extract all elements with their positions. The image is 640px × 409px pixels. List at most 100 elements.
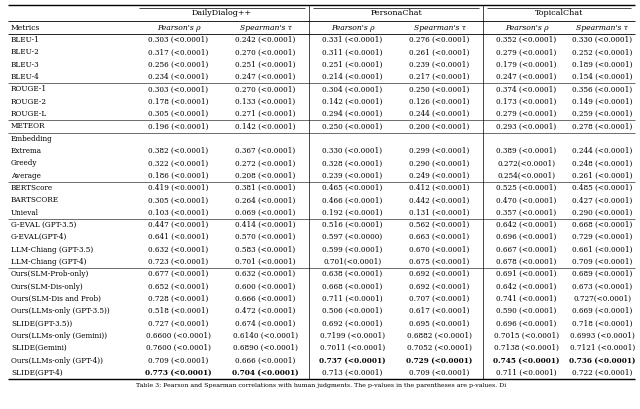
Text: 0.562 (<0.0001): 0.562 (<0.0001) bbox=[410, 221, 470, 229]
Text: 0.381 (<0.0001): 0.381 (<0.0001) bbox=[236, 184, 296, 192]
Text: Ours(SLM-Dis and Prob): Ours(SLM-Dis and Prob) bbox=[11, 295, 101, 303]
Text: 0.279 (<0.0001): 0.279 (<0.0001) bbox=[496, 110, 557, 118]
Text: 0.7138 (<0.0001): 0.7138 (<0.0001) bbox=[494, 344, 559, 352]
Text: BLEU-3: BLEU-3 bbox=[11, 61, 40, 69]
Text: 0.272 (<0.0001): 0.272 (<0.0001) bbox=[236, 160, 296, 167]
Text: 0.259 (<0.0001): 0.259 (<0.0001) bbox=[572, 110, 633, 118]
Text: ROUGE-L: ROUGE-L bbox=[11, 110, 47, 118]
Text: 0.427 (<0.0001): 0.427 (<0.0001) bbox=[572, 196, 633, 204]
Text: 0.773 (<0.0001): 0.773 (<0.0001) bbox=[145, 369, 212, 377]
Text: 0.525 (<0.0001): 0.525 (<0.0001) bbox=[496, 184, 557, 192]
Text: 0.590 (<0.0001): 0.590 (<0.0001) bbox=[496, 307, 557, 315]
Text: 0.506 (<0.0001): 0.506 (<0.0001) bbox=[323, 307, 383, 315]
Text: 0.382 (<0.0001): 0.382 (<0.0001) bbox=[148, 147, 209, 155]
Text: Average: Average bbox=[11, 172, 41, 180]
Text: 0.6993 (<0.0001): 0.6993 (<0.0001) bbox=[570, 332, 635, 340]
Text: 0.638 (<0.0001): 0.638 (<0.0001) bbox=[323, 270, 383, 278]
Text: 0.272(<0.0001): 0.272(<0.0001) bbox=[497, 160, 556, 167]
Text: 0.722 (<0.0001): 0.722 (<0.0001) bbox=[572, 369, 633, 377]
Text: 0.642 (<0.0001): 0.642 (<0.0001) bbox=[496, 221, 557, 229]
Text: 0.641 (<0.0001): 0.641 (<0.0001) bbox=[148, 233, 209, 241]
Text: 0.701(<0.0001): 0.701(<0.0001) bbox=[323, 258, 381, 266]
Text: 0.6882 (<0.0001): 0.6882 (<0.0001) bbox=[407, 332, 472, 340]
Text: 0.666 (<0.0001): 0.666 (<0.0001) bbox=[236, 357, 296, 364]
Text: 0.208 (<0.0001): 0.208 (<0.0001) bbox=[236, 172, 296, 180]
Text: 0.270 (<0.0001): 0.270 (<0.0001) bbox=[236, 49, 296, 56]
Text: 0.271 (<0.0001): 0.271 (<0.0001) bbox=[236, 110, 296, 118]
Text: 0.728 (<0.0001): 0.728 (<0.0001) bbox=[148, 295, 209, 303]
Text: 0.465 (<0.0001): 0.465 (<0.0001) bbox=[323, 184, 383, 192]
Text: 0.244 (<0.0001): 0.244 (<0.0001) bbox=[572, 147, 633, 155]
Text: 0.200 (<0.0001): 0.200 (<0.0001) bbox=[410, 122, 470, 130]
Text: 0.709 (<0.0001): 0.709 (<0.0001) bbox=[410, 369, 470, 377]
Text: 0.414 (<0.0001): 0.414 (<0.0001) bbox=[236, 221, 296, 229]
Text: 0.7015 (<0.0001): 0.7015 (<0.0001) bbox=[494, 332, 559, 340]
Text: 0.154 (<0.0001): 0.154 (<0.0001) bbox=[572, 73, 633, 81]
Text: Pearson's ρ: Pearson's ρ bbox=[157, 23, 200, 31]
Text: 0.727 (<0.0001): 0.727 (<0.0001) bbox=[148, 319, 209, 328]
Text: 0.692 (<0.0001): 0.692 (<0.0001) bbox=[410, 283, 470, 290]
Text: 0.290 (<0.0001): 0.290 (<0.0001) bbox=[410, 160, 470, 167]
Text: 0.667 (<0.0001): 0.667 (<0.0001) bbox=[496, 246, 557, 254]
Text: Table 3: Pearson and Spearman correlations with human judgments. The p-values in: Table 3: Pearson and Spearman correlatio… bbox=[136, 382, 507, 387]
Text: 0.711 (<0.0001): 0.711 (<0.0001) bbox=[496, 369, 557, 377]
Text: 0.178 (<0.0001): 0.178 (<0.0001) bbox=[148, 98, 209, 106]
Text: 0.632 (<0.0001): 0.632 (<0.0001) bbox=[236, 270, 296, 278]
Text: 0.617 (<0.0001): 0.617 (<0.0001) bbox=[409, 307, 470, 315]
Text: 0.669 (<0.0001): 0.669 (<0.0001) bbox=[572, 307, 633, 315]
Text: 0.242 (<0.0001): 0.242 (<0.0001) bbox=[236, 36, 296, 44]
Text: Ours(LLMs-only (GPT-3.5)): Ours(LLMs-only (GPT-3.5)) bbox=[11, 307, 109, 315]
Text: 0.367 (<0.0001): 0.367 (<0.0001) bbox=[236, 147, 296, 155]
Text: 0.485 (<0.0001): 0.485 (<0.0001) bbox=[572, 184, 633, 192]
Text: 0.142 (<0.0001): 0.142 (<0.0001) bbox=[236, 122, 296, 130]
Text: 0.599 (<0.0001): 0.599 (<0.0001) bbox=[323, 246, 383, 254]
Text: PersonaChat: PersonaChat bbox=[370, 9, 422, 17]
Text: G-EVAL (GPT-3.5): G-EVAL (GPT-3.5) bbox=[11, 221, 76, 229]
Text: 0.583 (<0.0001): 0.583 (<0.0001) bbox=[236, 246, 296, 254]
Text: 0.7199 (<0.0001): 0.7199 (<0.0001) bbox=[320, 332, 385, 340]
Text: 0.696 (<0.0001): 0.696 (<0.0001) bbox=[496, 319, 557, 328]
Text: BARTSCORE: BARTSCORE bbox=[11, 196, 59, 204]
Text: 0.299 (<0.0001): 0.299 (<0.0001) bbox=[410, 147, 470, 155]
Text: 0.389 (<0.0001): 0.389 (<0.0001) bbox=[497, 147, 557, 155]
Text: Spearman's τ: Spearman's τ bbox=[413, 23, 465, 31]
Text: 0.741 (<0.0001): 0.741 (<0.0001) bbox=[496, 295, 557, 303]
Text: 0.689 (<0.0001): 0.689 (<0.0001) bbox=[572, 270, 633, 278]
Text: 0.330 (<0.0001): 0.330 (<0.0001) bbox=[572, 36, 632, 44]
Text: Pearson's ρ: Pearson's ρ bbox=[331, 23, 374, 31]
Text: Greedy: Greedy bbox=[11, 160, 38, 167]
Text: 0.597 (<0.0000): 0.597 (<0.0000) bbox=[323, 233, 383, 241]
Text: 0.248 (<0.0001): 0.248 (<0.0001) bbox=[572, 160, 633, 167]
Text: 0.412 (<0.0001): 0.412 (<0.0001) bbox=[409, 184, 470, 192]
Text: 0.723 (<0.0001): 0.723 (<0.0001) bbox=[148, 258, 209, 266]
Text: 0.290 (<0.0001): 0.290 (<0.0001) bbox=[572, 209, 633, 217]
Text: 0.305 (<0.0001): 0.305 (<0.0001) bbox=[148, 196, 209, 204]
Text: 0.247 (<0.0001): 0.247 (<0.0001) bbox=[236, 73, 296, 81]
Text: 0.642 (<0.0001): 0.642 (<0.0001) bbox=[496, 283, 557, 290]
Text: Unieval: Unieval bbox=[11, 209, 39, 217]
Text: 0.6600 (<0.0001): 0.6600 (<0.0001) bbox=[146, 332, 211, 340]
Text: 0.632 (<0.0001): 0.632 (<0.0001) bbox=[148, 246, 209, 254]
Text: 0.7011 (<0.0001): 0.7011 (<0.0001) bbox=[320, 344, 385, 352]
Text: 0.256 (<0.0001): 0.256 (<0.0001) bbox=[148, 61, 209, 69]
Text: 0.668 (<0.0001): 0.668 (<0.0001) bbox=[323, 283, 383, 290]
Text: 0.254(<0.0001): 0.254(<0.0001) bbox=[497, 172, 556, 180]
Text: 0.516 (<0.0001): 0.516 (<0.0001) bbox=[323, 221, 383, 229]
Text: 0.707 (<0.0001): 0.707 (<0.0001) bbox=[410, 295, 470, 303]
Text: 0.7052 (<0.0001): 0.7052 (<0.0001) bbox=[407, 344, 472, 352]
Text: ROUGE-1: ROUGE-1 bbox=[11, 85, 47, 93]
Text: 0.677 (<0.0001): 0.677 (<0.0001) bbox=[148, 270, 209, 278]
Text: 0.303 (<0.0001): 0.303 (<0.0001) bbox=[148, 36, 209, 44]
Text: 0.736 (<0.0001): 0.736 (<0.0001) bbox=[569, 357, 636, 364]
Text: 0.126 (<0.0001): 0.126 (<0.0001) bbox=[409, 98, 470, 106]
Text: SLIDE(Gemini): SLIDE(Gemini) bbox=[11, 344, 67, 352]
Text: 0.466 (<0.0001): 0.466 (<0.0001) bbox=[323, 196, 383, 204]
Text: 0.570 (<0.0001): 0.570 (<0.0001) bbox=[236, 233, 296, 241]
Text: SLIDE(GPT-4): SLIDE(GPT-4) bbox=[11, 369, 63, 377]
Text: 0.234 (<0.0001): 0.234 (<0.0001) bbox=[148, 73, 209, 81]
Text: 0.356 (<0.0001): 0.356 (<0.0001) bbox=[572, 85, 632, 93]
Text: 0.305 (<0.0001): 0.305 (<0.0001) bbox=[148, 110, 209, 118]
Text: 0.133 (<0.0001): 0.133 (<0.0001) bbox=[236, 98, 296, 106]
Text: 0.276 (<0.0001): 0.276 (<0.0001) bbox=[410, 36, 470, 44]
Text: 0.666 (<0.0001): 0.666 (<0.0001) bbox=[236, 295, 296, 303]
